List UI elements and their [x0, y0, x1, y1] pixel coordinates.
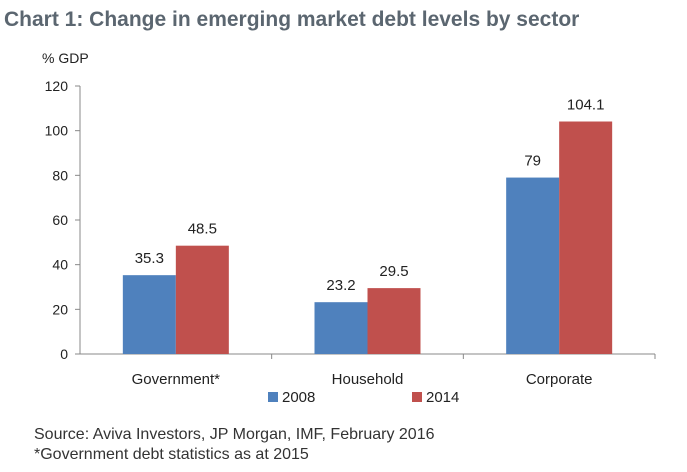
bar-2008-1: [314, 302, 368, 354]
footnote: *Government debt statistics as at 2015: [34, 446, 309, 463]
data-label: 23.2: [326, 277, 355, 294]
y-tick-label: 20: [52, 301, 68, 317]
bar-chart: % GDP 0 20 40 60 80 100 120 35.3 48.5 23.2 29.5 79…: [42, 50, 656, 406]
legend: 2008 2014: [268, 389, 459, 406]
data-label: 104.1: [567, 97, 605, 114]
legend-swatch-2014: [412, 392, 422, 402]
x-category-label: Government*: [132, 371, 221, 388]
data-label: 35.3: [135, 250, 164, 267]
legend-label-2008: 2008: [282, 389, 315, 406]
y-tick-label: 60: [52, 212, 68, 228]
chart-title: Chart 1: Change in emerging market debt …: [4, 8, 580, 31]
data-label: 48.5: [188, 221, 217, 238]
y-axis-ticks: 0 20 40 60 80 100 120: [45, 78, 80, 362]
bar-2014-1: [367, 288, 421, 354]
bars: [122, 121, 613, 354]
bar-2008-0: [122, 275, 176, 354]
source-note: Source: Aviva Investors, JP Morgan, IMF,…: [34, 426, 435, 443]
y-tick-label: 100: [45, 123, 69, 139]
y-tick-label: 120: [45, 78, 69, 94]
y-tick-label: 0: [60, 346, 68, 362]
data-labels: 35.3 48.5 23.2 29.5 79 104.1: [135, 97, 605, 295]
data-label: 79: [524, 153, 541, 170]
bar-2014-0: [175, 245, 229, 354]
bar-2008-2: [506, 177, 560, 354]
legend-swatch-2008: [268, 392, 278, 402]
y-tick-label: 40: [52, 257, 68, 273]
x-category-label: Corporate: [526, 371, 593, 388]
category-labels: Government* Household Corporate: [132, 371, 593, 388]
y-tick-label: 80: [52, 167, 68, 183]
bar-2014-2: [559, 121, 613, 354]
x-category-label: Household: [332, 371, 404, 388]
data-label: 29.5: [379, 263, 408, 280]
y-axis-label: % GDP: [42, 50, 89, 66]
legend-label-2014: 2014: [426, 389, 459, 406]
